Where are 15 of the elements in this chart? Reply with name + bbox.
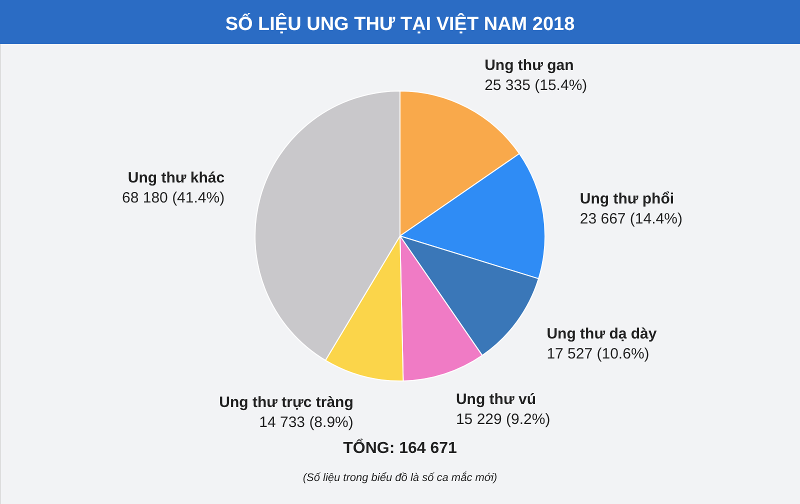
text: TỔNG: 164 671 [343,438,458,457]
slice-label: Ung thư phổi [580,190,674,208]
text: (Số liệu trong biểu đồ là số ca mắc mới) [302,471,498,484]
data-label: 17 527 (10.6%) [546,346,650,363]
slice-label: Ung thư trực tràng [219,394,354,411]
data-label: 15 229 (9.2%) [456,411,550,428]
slice-label: Ung thư khác [128,169,225,186]
slice-label: Ung thư vú [456,391,536,408]
slice-label: Ung thư dạ dày [546,326,658,343]
data-label: 23 667 (14.4%) [580,210,682,228]
chart-title: SỐ LIỆU UNG THƯ TẠI VIỆT NAM 2018 [225,12,575,35]
data-label: 68 180 (41.4%) [122,189,225,206]
data-label: 25 335 (15.4%) [484,76,588,94]
data-label: 14 733 (8.9%) [259,414,354,431]
slice-label: Ung thư gan [484,56,574,74]
